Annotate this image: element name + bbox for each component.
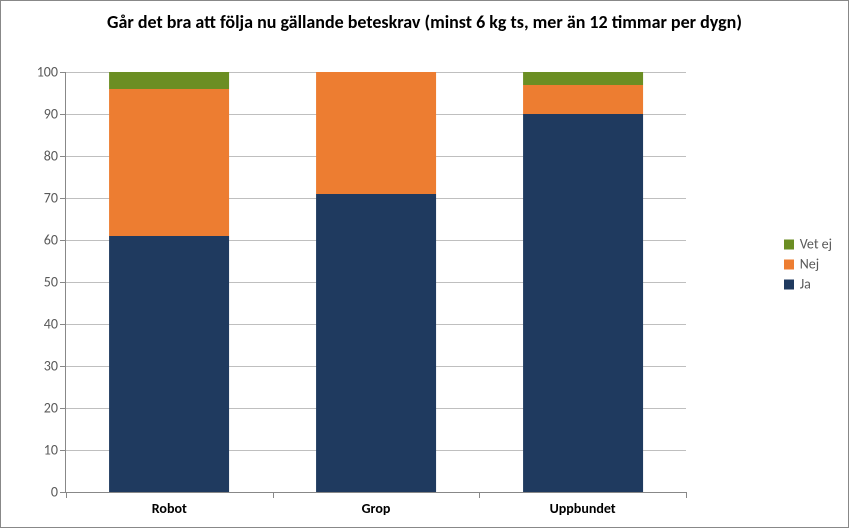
bar-segment-nej — [523, 85, 643, 114]
legend-item-nej: Nej — [784, 256, 832, 273]
y-axis-label: 90 — [44, 106, 66, 123]
x-tick — [479, 492, 480, 498]
bar-segment-ja — [109, 236, 229, 492]
y-axis-label: 20 — [44, 400, 66, 417]
legend-label: Ja — [800, 276, 811, 293]
y-axis-label: 80 — [44, 148, 66, 165]
category-label: Uppbundet — [550, 492, 616, 517]
category-label: Robot — [152, 492, 187, 517]
bar-segment-vet_ej — [109, 72, 229, 89]
y-axis-label: 50 — [44, 274, 66, 291]
bar-segment-nej — [109, 89, 229, 236]
x-tick — [66, 492, 67, 498]
legend-item-vet_ej: Vet ej — [784, 236, 832, 253]
y-axis-label: 10 — [44, 442, 66, 459]
y-axis-label: 70 — [44, 190, 66, 207]
y-axis-label: 100 — [37, 64, 66, 81]
bar — [109, 72, 229, 492]
chart-container: Går det bra att följa nu gällande betesk… — [0, 0, 849, 528]
legend-label: Vet ej — [800, 236, 832, 253]
legend-item-ja: Ja — [784, 276, 832, 293]
y-axis-label: 30 — [44, 358, 66, 375]
bar-segment-ja — [523, 114, 643, 492]
x-tick — [273, 492, 274, 498]
plot-area: 0102030405060708090100 RobotGropUppbunde… — [65, 72, 686, 493]
y-axis-label: 0 — [51, 484, 66, 501]
bar — [316, 72, 436, 492]
legend-swatch — [784, 259, 794, 269]
bar-segment-nej — [316, 72, 436, 194]
legend: Vet ej Nej Ja — [784, 233, 832, 296]
x-tick — [686, 492, 687, 498]
bars: RobotGropUppbundet — [66, 72, 686, 492]
chart-title: Går det bra att följa nu gällande betesk… — [1, 11, 848, 34]
bar-segment-vet_ej — [523, 72, 643, 85]
bar — [523, 72, 643, 492]
legend-swatch — [784, 239, 794, 249]
y-axis-label: 40 — [44, 316, 66, 333]
category-label: Grop — [362, 492, 391, 517]
legend-swatch — [784, 279, 794, 289]
y-axis-label: 60 — [44, 232, 66, 249]
legend-label: Nej — [800, 256, 819, 273]
bar-segment-ja — [316, 194, 436, 492]
